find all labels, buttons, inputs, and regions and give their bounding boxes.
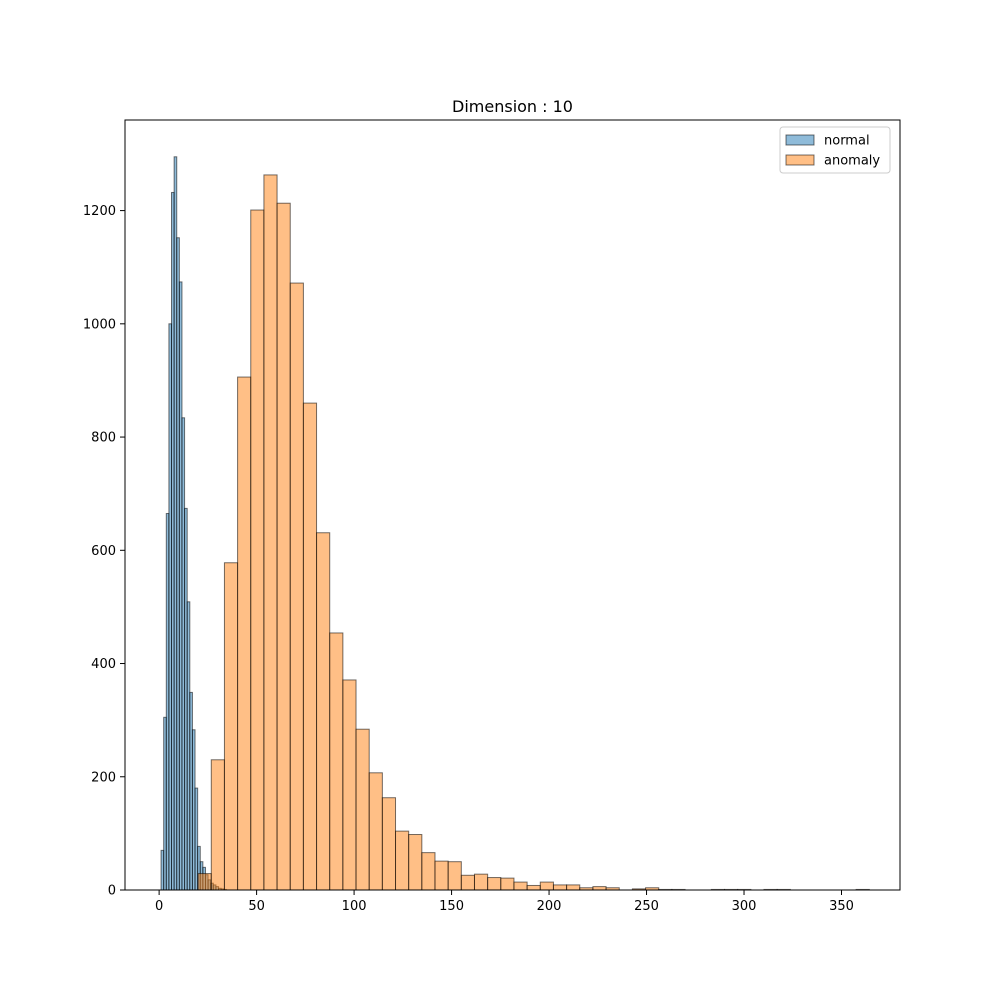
anomaly-bar bbox=[447, 861, 462, 891]
anomaly-bar bbox=[408, 834, 423, 891]
y-tick-label: 800 bbox=[91, 431, 116, 446]
x-tick-label: 50 bbox=[248, 899, 265, 914]
anomaly-bar bbox=[289, 282, 304, 891]
y-tick-label: 400 bbox=[91, 657, 116, 672]
anomaly-bar bbox=[513, 881, 528, 891]
axes-layer: 0 50 100 150 200 250 300 350 0 200 400 600 800 1000 12… bbox=[83, 119, 901, 914]
x-tick-label: 300 bbox=[732, 899, 757, 914]
anomaly-bar bbox=[460, 874, 475, 891]
legend-swatch-anomaly bbox=[785, 154, 815, 166]
y-tick-label: 600 bbox=[91, 544, 116, 559]
anomaly-bar bbox=[487, 877, 502, 891]
anomaly-bar bbox=[473, 873, 489, 891]
x-tick-label: 250 bbox=[634, 899, 659, 914]
anomaly-bar bbox=[210, 759, 225, 891]
y-tick-label: 1000 bbox=[83, 317, 116, 332]
y-tick-label: 200 bbox=[91, 770, 116, 785]
x-tick-label: 200 bbox=[537, 899, 562, 914]
anomaly-bar bbox=[539, 881, 554, 891]
x-tick-label: 0 bbox=[155, 899, 163, 914]
legend-label-normal: normal bbox=[824, 134, 870, 149]
chart-title: Dimension : 10 bbox=[452, 97, 573, 116]
anomaly-bar bbox=[355, 728, 370, 891]
anomaly-bar bbox=[395, 830, 410, 891]
anomaly-bar bbox=[368, 772, 383, 891]
anomaly-bar bbox=[316, 532, 331, 891]
anomaly-bar bbox=[526, 884, 541, 891]
anomaly-bar bbox=[342, 679, 357, 891]
anomaly-bar bbox=[302, 402, 318, 891]
plot-frame bbox=[124, 119, 901, 891]
anomaly-bar bbox=[197, 873, 212, 891]
anomaly-bar bbox=[592, 886, 607, 891]
anomaly-bar bbox=[381, 797, 397, 891]
anomaly-bar bbox=[434, 860, 449, 891]
anomaly-bar bbox=[329, 632, 344, 891]
x-tick-label: 150 bbox=[439, 899, 464, 914]
anomaly-bar bbox=[552, 884, 568, 891]
anomaly-bar bbox=[421, 852, 436, 891]
anomaly-bar bbox=[276, 202, 291, 891]
anomaly-bar bbox=[237, 376, 252, 891]
anomaly-bar bbox=[500, 877, 515, 891]
anomaly-bar bbox=[263, 174, 278, 891]
y-tick-label: 1200 bbox=[83, 204, 116, 219]
anomaly-bar bbox=[566, 884, 581, 891]
legend-label-anomaly: anomaly bbox=[824, 154, 880, 169]
anomaly-bar bbox=[250, 209, 265, 891]
x-tick-label: 100 bbox=[342, 899, 367, 914]
anomaly-bar bbox=[223, 562, 239, 891]
y-tick-label: 0 bbox=[108, 884, 116, 899]
legend: normal anomaly bbox=[779, 126, 891, 174]
x-tick-label: 350 bbox=[829, 899, 854, 914]
legend-swatch-normal bbox=[785, 134, 815, 146]
